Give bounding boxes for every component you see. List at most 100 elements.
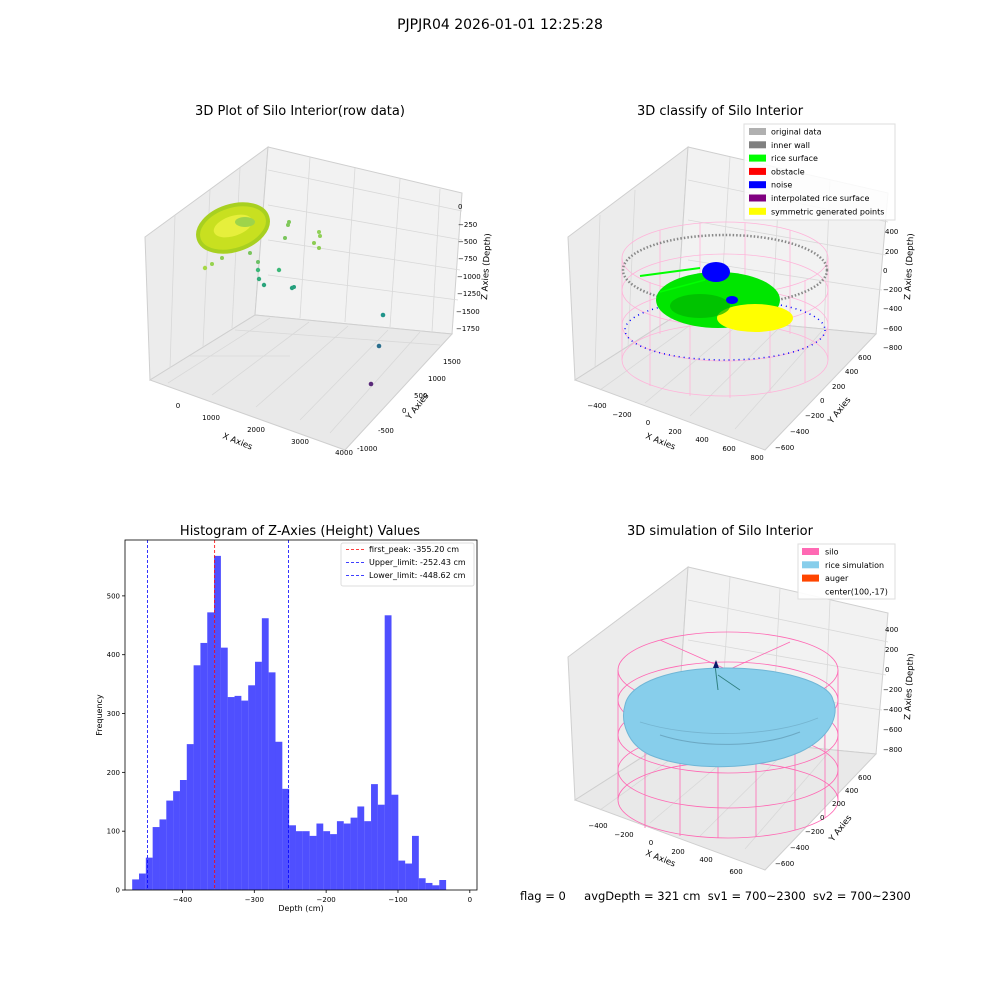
histogram-yaxis-label: Frequency xyxy=(95,694,104,736)
histogram-bar xyxy=(275,741,283,890)
raw-xtick-2: 2000 xyxy=(247,426,265,434)
simulation-ytick-3: 0 xyxy=(820,814,824,822)
histogram-bar xyxy=(357,806,365,890)
raw-ztick-7: −1750 xyxy=(456,325,480,333)
classify-ztick-3: −200 xyxy=(883,286,902,294)
histogram-xtick-label: −100 xyxy=(388,896,407,904)
simulation-legend-label: center(100,-17) xyxy=(825,587,888,596)
classify-legend-swatch xyxy=(749,154,766,162)
simulation-legend-swatch xyxy=(802,548,819,555)
classify-ztick-4: −400 xyxy=(883,305,902,313)
histogram-bar xyxy=(193,665,201,890)
simulation-legend-label: auger xyxy=(825,574,849,583)
simulation-ytick-5: 400 xyxy=(845,787,858,795)
histogram-bar xyxy=(145,857,153,890)
histogram-bar xyxy=(255,661,262,890)
raw-ytick-5: 1500 xyxy=(443,358,461,366)
histogram-y-ticks: 0 100 200 300 400 500 xyxy=(107,592,125,895)
histogram-axes-frame xyxy=(124,539,478,891)
simulation-ytick-0: −600 xyxy=(775,860,794,868)
simulation-legend-swatch xyxy=(802,561,819,569)
raw-xtick-3: 3000 xyxy=(291,438,309,446)
simulation-legend-label: rice simulation xyxy=(825,561,884,570)
raw-ytick-1: -500 xyxy=(378,427,394,435)
histogram-bar xyxy=(295,831,303,890)
histogram-bar xyxy=(418,878,426,890)
raw-ztick-5: −1250 xyxy=(457,290,481,298)
raw-ztick-1: −250 xyxy=(458,221,477,229)
histogram-bar xyxy=(214,555,221,890)
histogram-bar xyxy=(377,804,385,890)
classify-ztick-1: 200 xyxy=(885,248,898,256)
simulation-ztick-2: 0 xyxy=(885,666,889,674)
classify-rice-surface xyxy=(639,262,793,332)
simulation-ytick-6: 600 xyxy=(858,774,871,782)
histogram-bar xyxy=(405,863,412,890)
raw-xaxis-label: X Axies xyxy=(221,432,254,453)
simulation-ztick-1: 200 xyxy=(885,646,898,654)
simulation-3d-tick-labels: −400 −200 0 200 400 600 −600 −400 −200 0… xyxy=(588,626,902,876)
histogram-bar xyxy=(432,885,440,890)
histogram-xtick-label: −200 xyxy=(317,896,336,904)
histogram-legend: first_peak: -355.20 cm Upper_limit: -252.… xyxy=(340,542,475,587)
simulation-ztick-6: −800 xyxy=(883,746,902,754)
classify-ztick-2: 0 xyxy=(883,267,887,275)
histogram-bar xyxy=(227,697,235,890)
simulation-legend: silo rice simulation auger center(100,-17) xyxy=(797,543,896,600)
classify-ytick-1: −400 xyxy=(790,428,809,436)
raw-xtick-1: 1000 xyxy=(202,414,220,422)
histogram-bar xyxy=(309,835,317,890)
simulation-xtick-1: −200 xyxy=(614,831,633,839)
histogram-bar xyxy=(132,879,140,890)
classify-xtick-6: 800 xyxy=(750,454,763,462)
histogram-bar xyxy=(159,819,167,890)
histogram-bar xyxy=(289,825,296,890)
histogram-legend-label: Upper_limit: -252.43 cm xyxy=(369,558,466,567)
flag-status: flag = 0 xyxy=(520,889,566,903)
simulation-3d-axes-box xyxy=(567,565,889,871)
histogram-bar xyxy=(248,685,256,890)
histogram-ytick-label: 100 xyxy=(107,828,120,836)
classify-legend-label: symmetric generated points xyxy=(771,207,884,216)
histogram-bar xyxy=(282,788,290,890)
simulation-legend-label: silo xyxy=(825,548,839,557)
simulation-zaxis-label: Z Axies (Depth) xyxy=(903,653,916,720)
simulation-xtick-3: 200 xyxy=(671,848,684,856)
status-line: flag = 0 avgDepth = 321 cm sv1 = 700~230… xyxy=(520,889,911,903)
raw-yaxis-label: Y Axies xyxy=(404,391,432,423)
histogram-bar xyxy=(207,612,215,890)
raw-ytick-2: 0 xyxy=(402,407,406,415)
classify-ytick-6: 600 xyxy=(858,354,871,362)
classify-legend-swatch xyxy=(749,207,766,215)
raw-ztick-2: −500 xyxy=(458,238,477,246)
classify-legend-swatch xyxy=(749,128,766,135)
histogram-xaxis-label: Depth (cm) xyxy=(278,904,323,913)
histogram-bar xyxy=(166,800,174,890)
classify-legend-label: original data xyxy=(771,128,822,137)
simulation-legend-swatch xyxy=(802,574,819,582)
classify-xaxis-label: X Axies xyxy=(644,432,677,453)
raw-ztick-3: −750 xyxy=(458,255,477,263)
histogram-bar xyxy=(398,860,406,890)
sv1-status: sv1 = 700~2300 xyxy=(707,889,806,903)
classify-xtick-3: 200 xyxy=(668,428,681,436)
raw-3d-tick-labels: 0 1000 2000 3000 4000 -1000 -500 0 500 1… xyxy=(176,203,481,457)
classify-inner-wall xyxy=(621,233,829,307)
histogram-bar xyxy=(152,827,160,890)
classify-ytick-0: −600 xyxy=(775,444,794,452)
histogram-ytick-label: 500 xyxy=(107,592,120,600)
raw-ytick-4: 1000 xyxy=(428,375,446,383)
classify-legend-swatch xyxy=(749,181,766,189)
histogram-bar xyxy=(411,835,419,890)
raw-ytick-3: 500 xyxy=(414,392,427,400)
histogram-threshold-lines xyxy=(147,540,289,890)
raw-3d-axes-box xyxy=(144,145,463,451)
classify-ztick-0: 400 xyxy=(885,228,898,236)
histogram-ytick-label: 200 xyxy=(107,769,120,777)
avg-depth-status: avgDepth = 321 cm xyxy=(584,889,701,903)
histogram-bar xyxy=(261,618,269,890)
raw-ytick-0: -1000 xyxy=(357,445,377,453)
histogram-bar xyxy=(220,647,228,890)
classify-xtick-2: 0 xyxy=(646,419,650,427)
raw-ztick-6: −1500 xyxy=(456,308,480,316)
